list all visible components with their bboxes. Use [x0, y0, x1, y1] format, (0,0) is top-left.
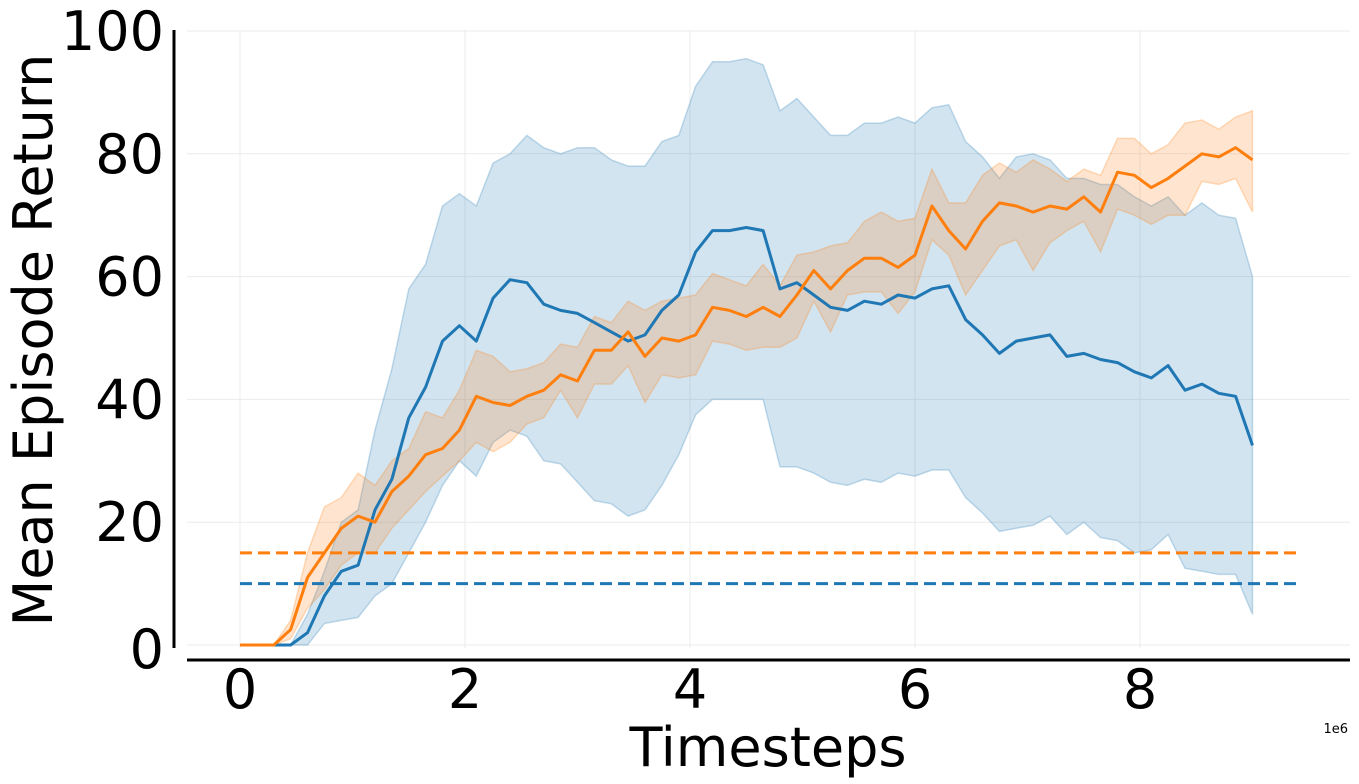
baseline-lines	[240, 551, 1298, 586]
x-tick-label: 8	[1123, 658, 1157, 721]
y-tick-label: 40	[95, 368, 164, 431]
y-axis-title: Mean Episode Return	[2, 54, 65, 627]
x-tick-labels: 0 2 4 6 8	[223, 658, 1157, 721]
grid	[187, 30, 1350, 648]
y-tick-label: 0	[130, 618, 164, 681]
x-tick-label: 6	[898, 658, 932, 721]
y-tick-label: 20	[95, 491, 164, 554]
x-axis-offset-label: 1e6	[1323, 722, 1348, 737]
y-tick-label: 80	[95, 123, 164, 186]
series-0-line	[240, 226, 1254, 647]
x-axis-title: Timesteps	[628, 716, 906, 779]
y-tick-label: 60	[95, 246, 164, 309]
series-1-line	[240, 146, 1254, 647]
series-1-band	[240, 109, 1254, 646]
y-tick-label: 100	[61, 0, 164, 63]
axes	[172, 30, 1350, 662]
series-0-band	[240, 57, 1254, 646]
series-lines	[240, 146, 1254, 647]
x-tick-label: 2	[448, 658, 482, 721]
confidence-bands	[240, 57, 1254, 646]
y-tick-labels: 0 20 40 60 80 100	[61, 0, 164, 681]
x-tick-label: 4	[673, 658, 707, 721]
x-tick-label: 0	[223, 658, 257, 721]
